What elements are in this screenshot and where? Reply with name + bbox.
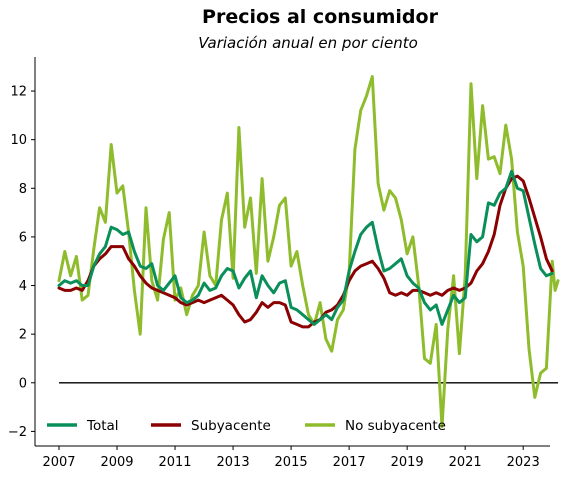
x-tick-label: 2011 bbox=[158, 455, 191, 470]
y-tick-label: 10 bbox=[10, 133, 27, 148]
x-tick-label: 2015 bbox=[275, 455, 308, 470]
series-line-no-subyacente bbox=[57, 75, 560, 429]
legend: Total Subyacente No subyacente bbox=[47, 418, 446, 434]
plot-area: −2 0 2 4 6 8 10 12 2007 2009 2011 2013 2015 2017 2019 2… bbox=[8, 57, 560, 470]
y-tick-label: 0 bbox=[19, 376, 27, 391]
x-tick-label: 2007 bbox=[42, 455, 75, 470]
y-tick-label: 2 bbox=[19, 328, 27, 343]
x-tick-label: 2017 bbox=[333, 455, 366, 470]
y-tick-label: 4 bbox=[19, 279, 27, 294]
x-tick-label: 2009 bbox=[100, 455, 133, 470]
chart-subtitle: Variación anual en por ciento bbox=[198, 34, 418, 52]
y-tick-label: 6 bbox=[19, 230, 27, 245]
x-tick-label: 2019 bbox=[391, 455, 424, 470]
x-tick-label: 2023 bbox=[507, 455, 540, 470]
legend-label-no-subyacente: No subyacente bbox=[345, 418, 446, 434]
y-tick-label: 12 bbox=[10, 85, 27, 100]
legend-label-total: Total bbox=[86, 418, 119, 434]
legend-label-subyacente: Subyacente bbox=[191, 418, 271, 434]
x-tick-label: 2013 bbox=[217, 455, 250, 470]
series-line-total bbox=[57, 169, 554, 326]
y-tick-label: 8 bbox=[19, 182, 27, 197]
series-line-subyacente bbox=[57, 174, 554, 329]
chart-title: Precios al consumidor bbox=[202, 6, 439, 28]
x-tick-label: 2021 bbox=[449, 455, 482, 470]
y-tick-label: −2 bbox=[8, 425, 27, 440]
